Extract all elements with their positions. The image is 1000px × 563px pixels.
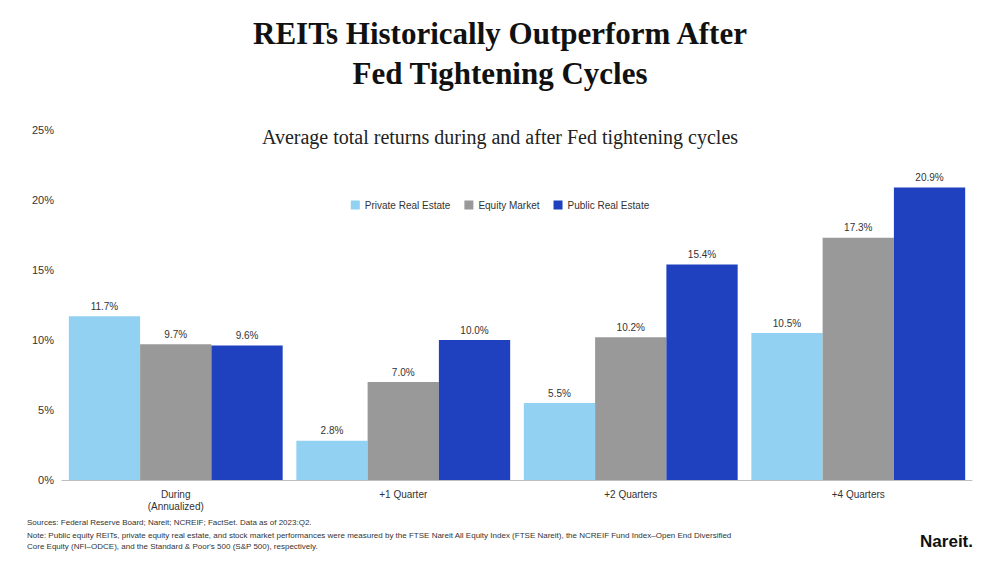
svg-text:Sources: Federal Reserve Board: Sources: Federal Reserve Board; Nareit; … (27, 518, 312, 527)
svg-text:Public Real Estate: Public Real Estate (568, 200, 650, 211)
svg-text:15.4%: 15.4% (688, 249, 716, 260)
svg-text:Core Equity (NFI–ODCE), and th: Core Equity (NFI–ODCE), and the Standard… (27, 542, 318, 551)
svg-text:2.8%: 2.8% (321, 425, 344, 436)
svg-text:Nareit.: Nareit. (920, 532, 973, 551)
svg-text:25%: 25% (32, 124, 54, 136)
svg-text:5.5%: 5.5% (548, 388, 571, 399)
svg-text:0%: 0% (38, 474, 54, 486)
svg-text:Average total returns during a: Average total returns during and after F… (262, 126, 738, 149)
svg-text:15%: 15% (32, 264, 54, 276)
svg-text:Note: Public equity REITs, pri: Note: Public equity REITs, private equit… (27, 531, 734, 540)
svg-text:9.7%: 9.7% (164, 329, 187, 340)
svg-text:10.5%: 10.5% (773, 318, 801, 329)
svg-text:20%: 20% (32, 194, 54, 206)
svg-text:+1 Quarter: +1 Quarter (379, 489, 428, 500)
svg-text:+2 Quarters: +2 Quarters (604, 489, 657, 500)
svg-text:20.9%: 20.9% (915, 172, 943, 183)
svg-text:17.3%: 17.3% (844, 222, 872, 233)
svg-text:REITs Historically Outperform: REITs Historically Outperform After (253, 16, 747, 51)
svg-text:Fed Tightening Cycles: Fed Tightening Cycles (352, 56, 647, 91)
svg-text:During: During (161, 489, 190, 500)
svg-text:(Annualized): (Annualized) (148, 501, 204, 512)
svg-text:9.6%: 9.6% (236, 330, 259, 341)
svg-text:10.2%: 10.2% (617, 322, 645, 333)
svg-text:11.7%: 11.7% (91, 301, 119, 312)
svg-text:+4 Quarters: +4 Quarters (832, 489, 885, 500)
svg-text:5%: 5% (38, 404, 54, 416)
svg-text:10.0%: 10.0% (460, 325, 488, 336)
svg-text:7.0%: 7.0% (392, 367, 415, 378)
svg-text:10%: 10% (32, 334, 54, 346)
svg-text:Private Real Estate: Private Real Estate (365, 200, 451, 211)
svg-text:Equity Market: Equity Market (478, 200, 539, 211)
